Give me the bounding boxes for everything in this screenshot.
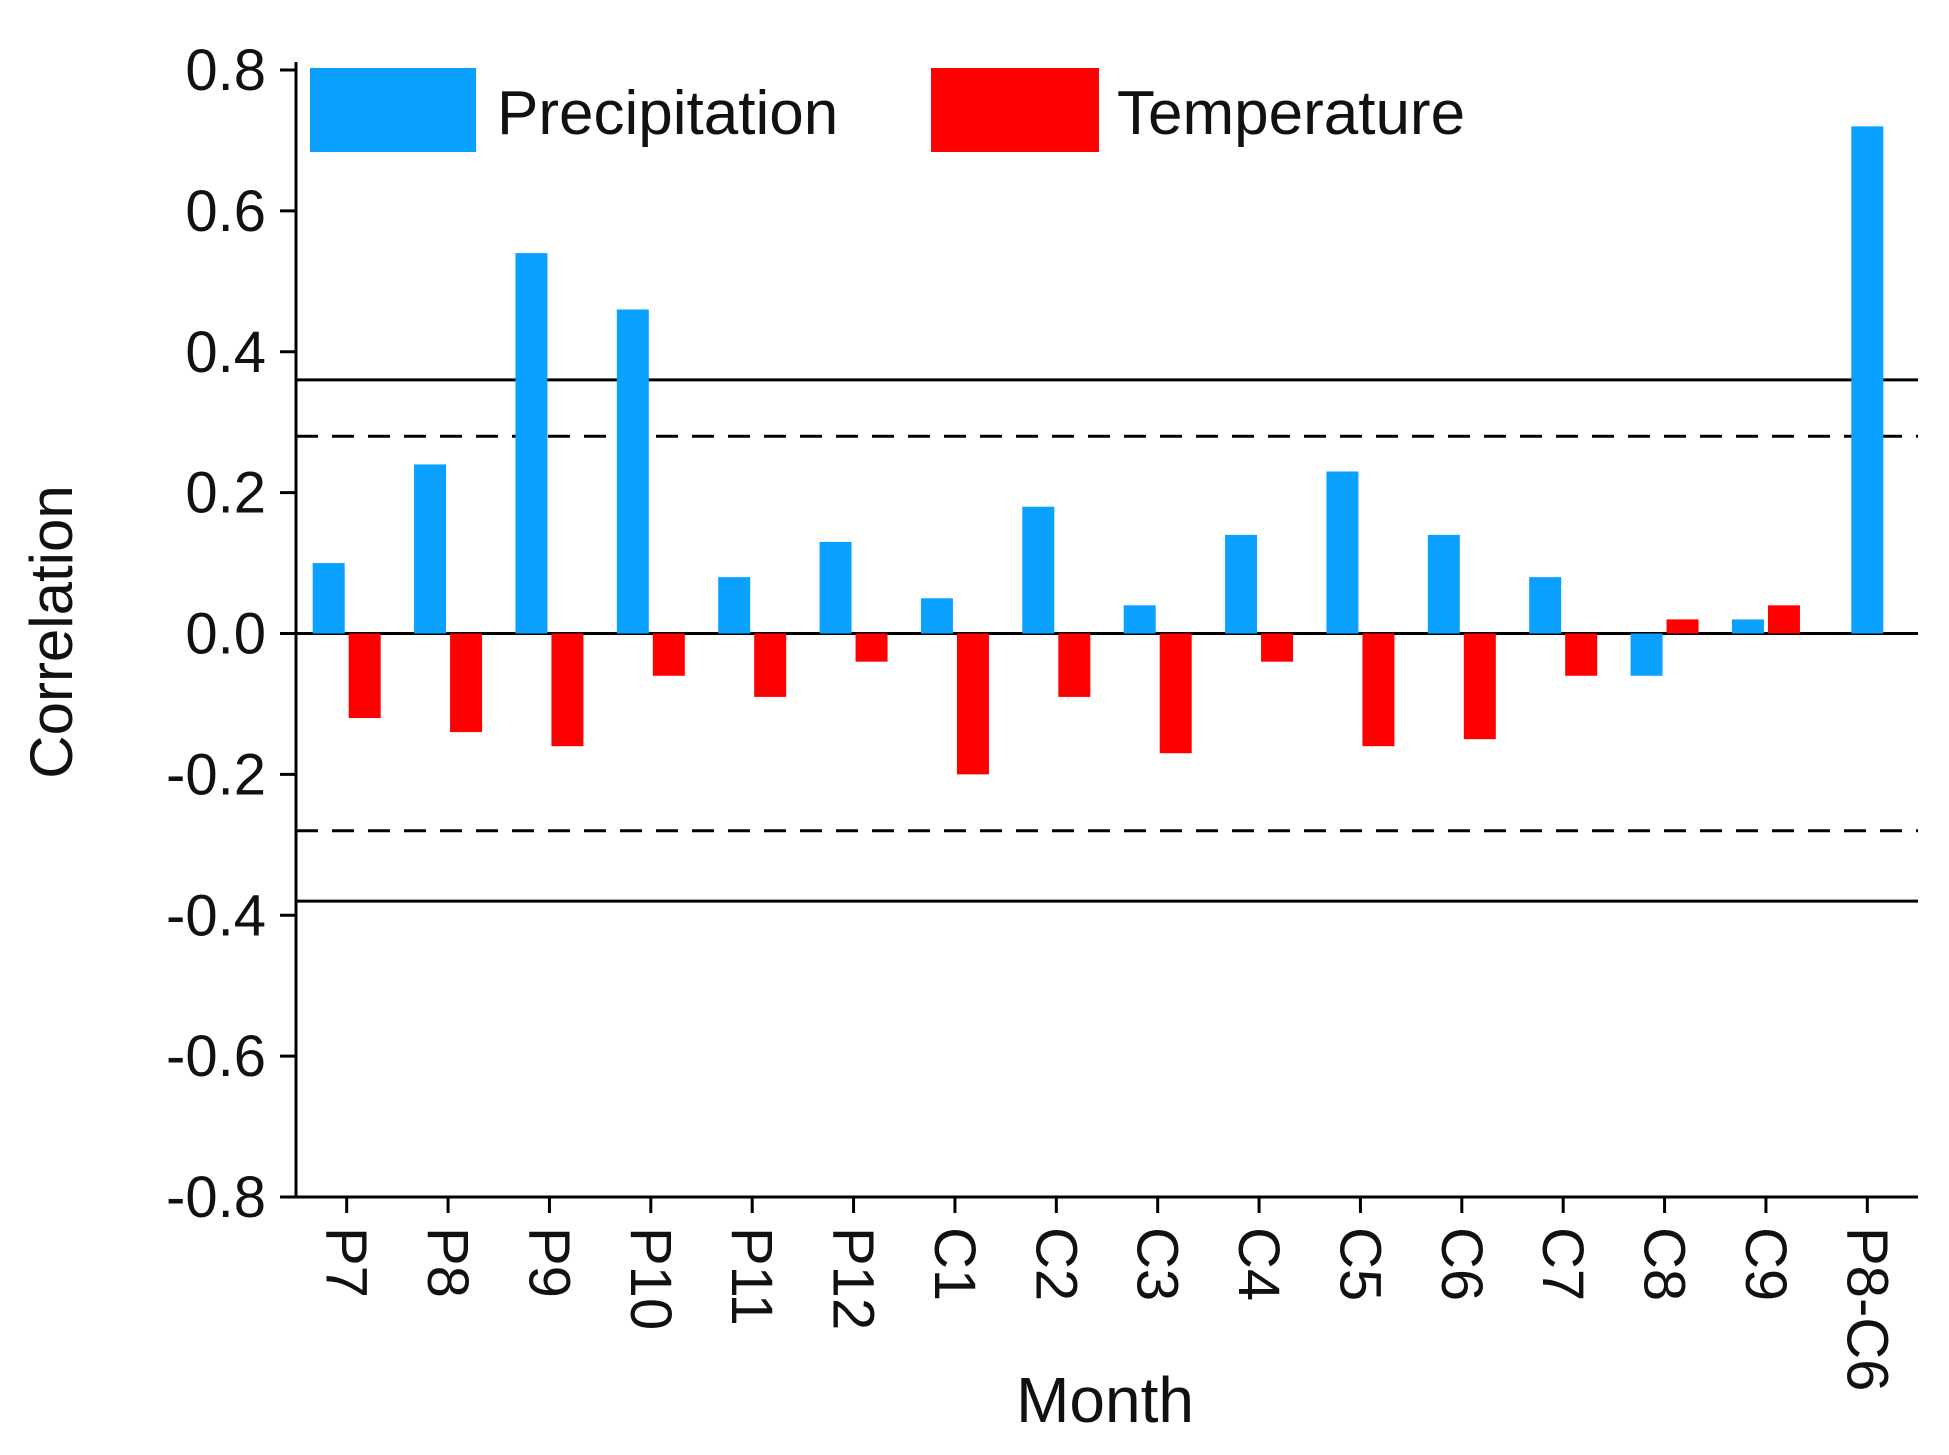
x-tick-label: P10: [618, 1227, 683, 1330]
bar-temperature-c7: [1565, 633, 1598, 676]
bar-precipitation-c1: [920, 598, 953, 634]
bar-temperature-c8: [1666, 619, 1699, 634]
x-axis-label: Month: [1016, 1364, 1194, 1436]
bar-precipitation-c3: [1123, 605, 1156, 634]
y-tick-label: 0.8: [185, 38, 266, 103]
y-tick-label: -0.4: [166, 883, 266, 948]
bar-precipitation-c6: [1427, 534, 1460, 634]
bar-temperature-c1: [956, 633, 989, 775]
bar-temperature-c9: [1767, 605, 1800, 634]
bar-series: [312, 126, 1884, 775]
bar-temperature-c3: [1159, 633, 1192, 754]
y-tick-label: 0.2: [185, 461, 266, 526]
legend-swatch-precipitation: [310, 68, 476, 152]
bar-temperature-p7: [348, 633, 381, 719]
bar-temperature-p11: [754, 633, 787, 697]
y-tick-label: -0.6: [166, 1024, 266, 1089]
bar-temperature-p10: [652, 633, 685, 676]
bar-precipitation-c7: [1529, 577, 1562, 634]
bar-precipitation-c5: [1326, 471, 1359, 634]
y-tick-label: 0.4: [185, 320, 266, 385]
bar-temperature-c2: [1058, 633, 1091, 697]
x-tick-label: C3: [1125, 1227, 1190, 1301]
x-tick-label: P7: [314, 1227, 379, 1298]
y-tick-label: 0.6: [185, 179, 266, 244]
legend: Precipitation Temperature: [310, 68, 1465, 152]
bar-precipitation-p12: [819, 541, 852, 634]
x-ticks: P7 P8 P9 P10 P11 P12 C1 C2 C3 C4 C5 C6 C7 C8 C9 P8-C6: [314, 1197, 1899, 1391]
bar-precipitation-c8: [1630, 633, 1663, 676]
bar-precipitation-p10: [616, 309, 649, 634]
legend-label-temperature: Temperature: [1117, 79, 1465, 148]
x-tick-label: P8: [415, 1227, 480, 1298]
bar-precipitation-p7: [312, 563, 345, 634]
x-tick-label: C6: [1429, 1227, 1494, 1301]
x-tick-label: C5: [1327, 1227, 1392, 1301]
axes: [294, 62, 1918, 1199]
bar-precipitation-c9: [1731, 619, 1764, 634]
bar-precipitation-p9: [515, 253, 548, 634]
legend-swatch-temperature: [931, 68, 1099, 152]
x-tick-label: C2: [1023, 1227, 1088, 1301]
bar-temperature-c4: [1261, 633, 1294, 662]
bar-precipitation-c4: [1225, 534, 1258, 634]
x-tick-label: P11: [719, 1227, 784, 1326]
y-tick-label: 0.0: [185, 602, 266, 667]
bar-temperature-p8: [450, 633, 483, 733]
y-axis-label: Correlation: [18, 485, 85, 778]
bar-temperature-c5: [1362, 633, 1395, 747]
bar-precipitation-p8-c6: [1851, 126, 1884, 634]
x-tick-label: C7: [1530, 1227, 1595, 1301]
bar-temperature-p9: [551, 633, 584, 747]
legend-label-precipitation: Precipitation: [497, 79, 838, 148]
y-tick-label: -0.2: [166, 742, 266, 807]
x-tick-label: C9: [1733, 1227, 1798, 1301]
x-tick-label: C4: [1226, 1227, 1291, 1301]
y-tick-label: -0.8: [166, 1165, 266, 1230]
bar-precipitation-p8: [414, 464, 447, 634]
bar-precipitation-p11: [718, 577, 751, 634]
bar-temperature-p12: [855, 633, 888, 662]
x-tick-label: P8-C6: [1834, 1227, 1899, 1391]
x-tick-label: C8: [1632, 1227, 1697, 1301]
bar-precipitation-c2: [1022, 506, 1055, 634]
x-tick-label: P9: [516, 1227, 581, 1298]
x-tick-label: C1: [922, 1227, 987, 1301]
y-ticks: -0.8 -0.6 -0.4 -0.2 0.0 0.2 0.4 0.6 0.8: [166, 38, 296, 1230]
bar-temperature-c6: [1463, 633, 1496, 740]
x-tick-label: P12: [821, 1227, 886, 1330]
